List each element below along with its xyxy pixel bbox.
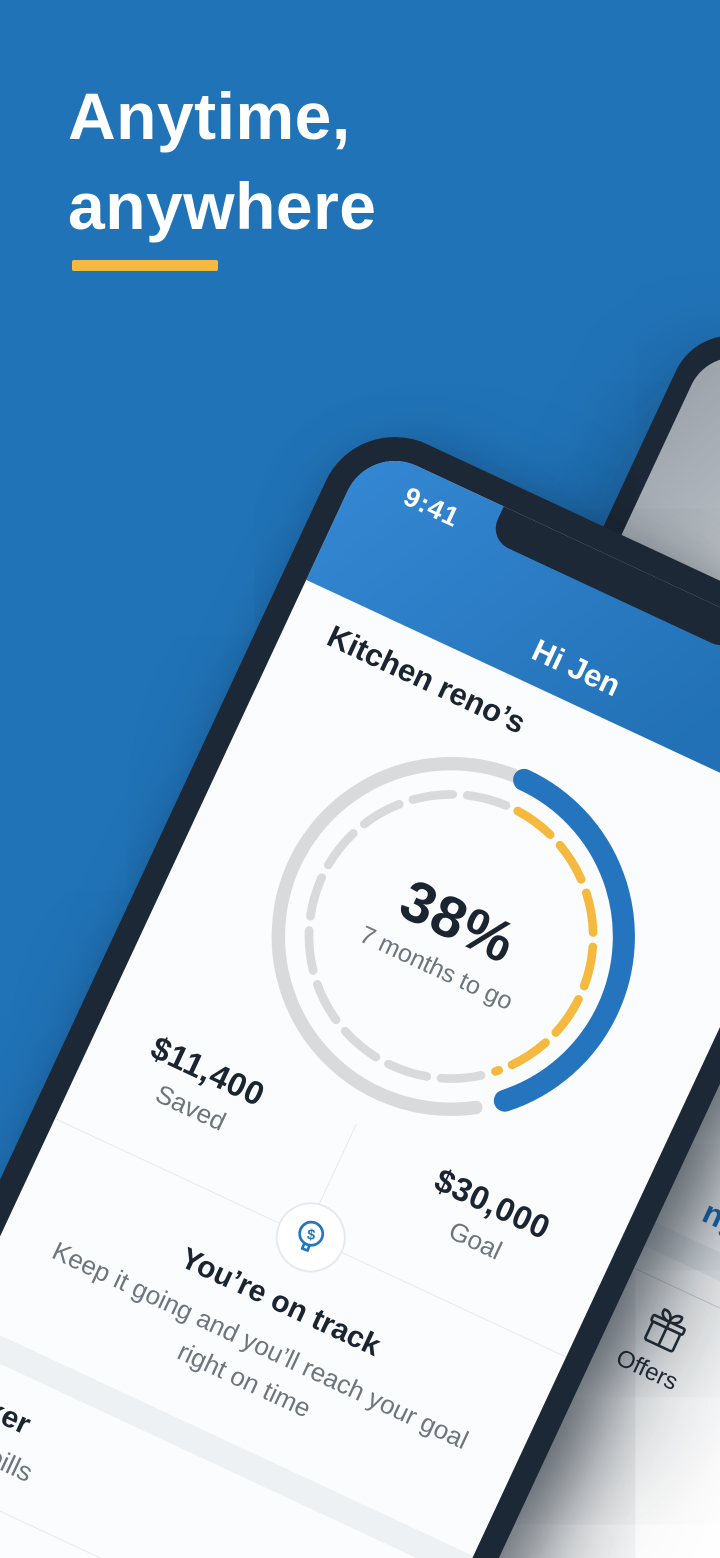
background-phone-frame: a ng Offers (68, 315, 720, 1558)
offers-button[interactable]: Offers (586, 1282, 720, 1409)
headline-underline (72, 260, 218, 271)
gift-icon (644, 1308, 686, 1353)
app-body: Kitchen reno’s 38% 7 months to go (0, 600, 720, 1558)
inner-dashed-yellow (491, 806, 598, 1076)
page-title-line1: Anytime, (68, 79, 351, 153)
phone-screen: 9:41 Hi Jen Kitchen reno’s 38% 7 months … (0, 443, 720, 1558)
background-phone-screen: a ng Offers (94, 341, 720, 1558)
stats-divider (315, 1123, 357, 1212)
page-title: Anytime, anywhere (68, 72, 376, 252)
status-bar-time: 9:41 (399, 481, 465, 533)
phone-mockup-frame: 9:41 Hi Jen Kitchen reno’s 38% 7 months … (0, 412, 720, 1558)
lightbulb-dollar-icon: $ (298, 1220, 325, 1252)
savings-progress-ring: 38% 7 months to go (196, 681, 706, 1191)
page-title-line2: anywhere (68, 168, 377, 243)
tip-section-divider: $ (54, 1118, 567, 1358)
svg-text:$: $ (306, 1227, 316, 1244)
tip-badge: $ (264, 1190, 358, 1284)
inner-dashed-gray (304, 790, 511, 1083)
progress-arc (267, 752, 635, 1121)
progress-track-gray (271, 756, 520, 1116)
